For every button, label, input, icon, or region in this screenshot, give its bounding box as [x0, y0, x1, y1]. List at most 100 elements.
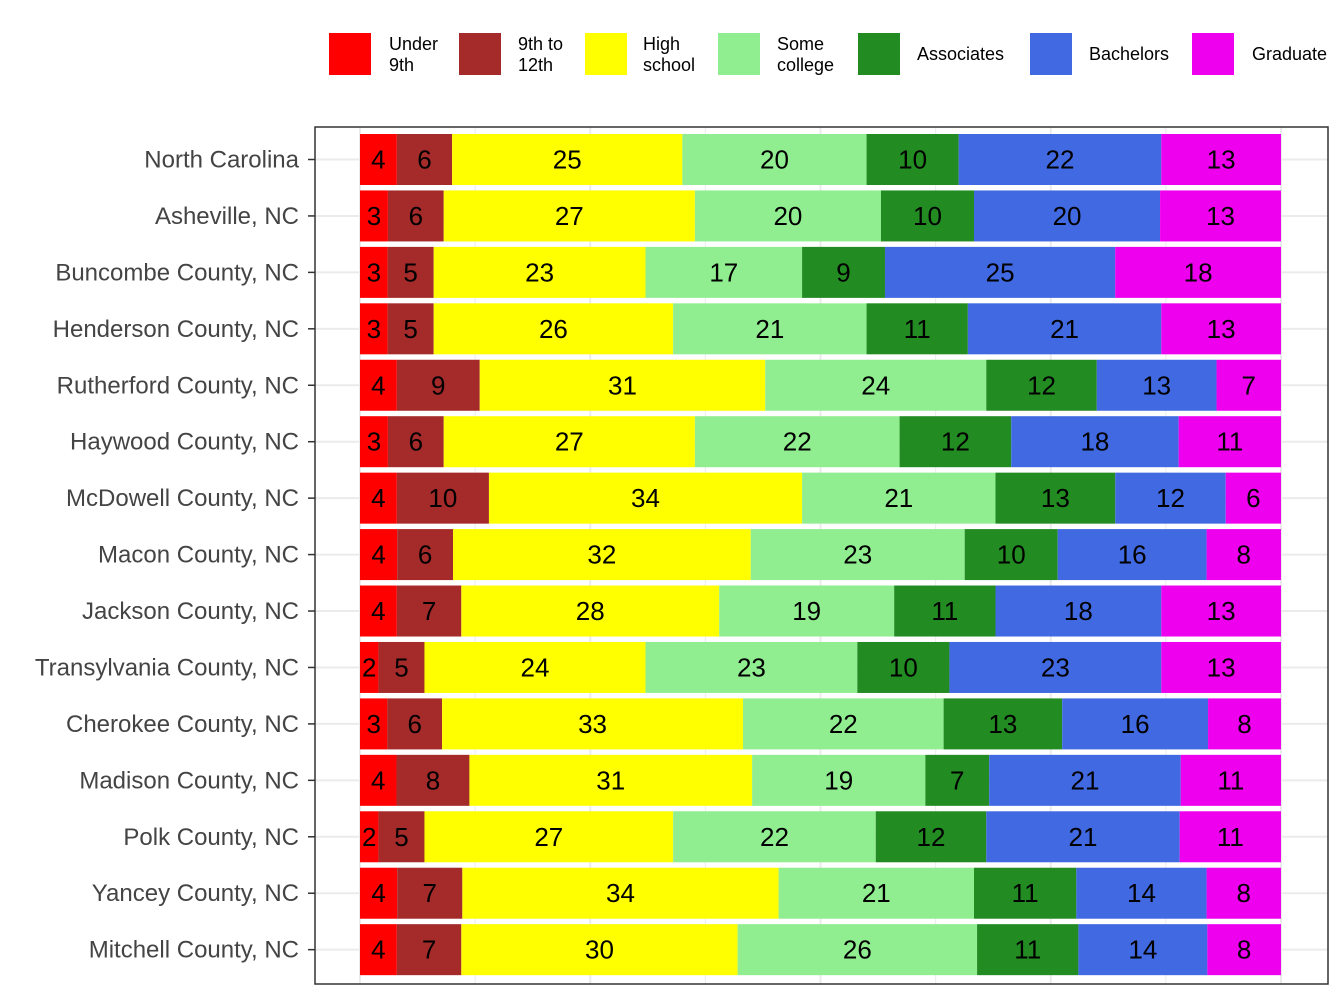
bar-label: 12	[941, 427, 970, 457]
bar-jackson-county-nc-under-9th	[360, 585, 397, 637]
bar-label: 5	[403, 314, 417, 344]
bar-polk-county-nc-9th-to-12th	[378, 811, 425, 863]
bar-label: 31	[608, 370, 637, 400]
bar-haywood-county-nc-9th-to-12th	[387, 416, 444, 468]
bar-label: 14	[1128, 935, 1157, 965]
bar-henderson-county-nc-some-college	[673, 303, 867, 355]
legend-label: 9th	[389, 55, 414, 75]
bar-north-carolina-graduate	[1161, 134, 1281, 185]
y-tick-label: Yancey County, NC	[92, 880, 299, 907]
bar-madison-county-nc-some-college	[752, 754, 926, 806]
bar-madison-county-nc-graduate	[1180, 754, 1281, 806]
bar-label: 2	[362, 652, 376, 682]
bar-polk-county-nc-associates	[875, 811, 987, 863]
bar-rutherford-county-nc-some-college	[765, 359, 987, 411]
bar-polk-county-nc-some-college	[673, 811, 876, 863]
legend-label: school	[643, 55, 695, 75]
legend-key-associates	[858, 33, 900, 75]
bar-yancey-county-nc-associates	[974, 867, 1077, 919]
y-tick-label: Polk County, NC	[123, 824, 299, 851]
bar-mitchell-county-nc-under-9th	[360, 924, 397, 976]
bar-label: 32	[587, 540, 616, 570]
bar-label: 3	[367, 314, 381, 344]
bar-label: 10	[428, 483, 457, 513]
bar-haywood-county-nc-bachelors	[1011, 416, 1179, 468]
bar-rutherford-county-nc-bachelors	[1096, 359, 1217, 411]
bar-label: 6	[407, 709, 421, 739]
bar-label: 10	[889, 652, 918, 682]
bar-transylvania-county-nc-under-9th	[360, 641, 379, 693]
bar-yancey-county-nc-bachelors	[1076, 867, 1207, 919]
bar-buncombe-county-nc-high-school	[433, 246, 646, 298]
bar-label: 6	[417, 145, 431, 175]
bar-henderson-county-nc-9th-to-12th	[387, 303, 434, 355]
bar-buncombe-county-nc-9th-to-12th	[387, 246, 434, 298]
bar-mitchell-county-nc-graduate	[1207, 924, 1281, 976]
bar-label: 18	[1080, 427, 1109, 457]
bar-cherokee-county-nc-bachelors	[1062, 698, 1209, 750]
bar-transylvania-county-nc-bachelors	[949, 641, 1162, 693]
bar-label: 18	[1184, 257, 1213, 287]
bar-label: 34	[631, 483, 660, 513]
bar-haywood-county-nc-associates	[899, 416, 1012, 468]
y-tick-label: Jackson County, NC	[82, 598, 299, 625]
bar-label: 20	[773, 201, 802, 231]
bar-label: 24	[521, 652, 550, 682]
bar-mitchell-county-nc-9th-to-12th	[396, 924, 462, 976]
bar-mitchell-county-nc-bachelors	[1078, 924, 1208, 976]
bar-jackson-county-nc-bachelors	[995, 585, 1162, 637]
y-tick-label: McDowell County, NC	[66, 485, 299, 512]
bar-label: 5	[394, 652, 408, 682]
y-tick-label: Macon County, NC	[98, 542, 299, 569]
bar-madison-county-nc-bachelors	[989, 754, 1181, 806]
bar-label: 7	[422, 935, 436, 965]
bar-rutherford-county-nc-associates	[986, 359, 1097, 411]
bar-label: 6	[409, 427, 423, 457]
bar-mitchell-county-nc-some-college	[737, 924, 978, 976]
bar-yancey-county-nc-under-9th	[360, 867, 398, 919]
bars: 4 6 25 20 10 22 133 6 27 20 10 20 133 5 23 17 9 25 183 5 26 2…	[360, 134, 1281, 976]
legend-label: Graduate	[1252, 44, 1327, 64]
bar-mcdowell-county-nc-graduate	[1225, 472, 1281, 524]
legend-label: Associates	[917, 44, 1004, 64]
bar-macon-county-nc-graduate	[1206, 529, 1281, 581]
bar-label: 4	[371, 596, 385, 626]
bar-haywood-county-nc-high-school	[443, 416, 695, 468]
bar-label: 26	[539, 314, 568, 344]
bar-madison-county-nc-associates	[925, 754, 990, 806]
bar-label: 19	[792, 596, 821, 626]
bar-asheville-nc-9th-to-12th	[387, 190, 444, 242]
bar-label: 13	[1041, 483, 1070, 513]
bar-label: 8	[1237, 935, 1251, 965]
bar-cherokee-county-nc-9th-to-12th	[387, 698, 443, 750]
bar-label: 13	[1207, 145, 1236, 175]
bar-asheville-nc-bachelors	[974, 190, 1161, 242]
y-tick-label: Rutherford County, NC	[57, 372, 299, 399]
bar-label: 22	[829, 709, 858, 739]
bar-haywood-county-nc-some-college	[694, 416, 900, 468]
bar-mitchell-county-nc-high-school	[461, 924, 738, 976]
bar-label: 22	[760, 822, 789, 852]
bar-buncombe-county-nc-associates	[802, 246, 885, 298]
bar-henderson-county-nc-bachelors	[967, 303, 1162, 355]
bar-buncombe-county-nc-some-college	[645, 246, 803, 298]
bar-north-carolina-some-college	[682, 134, 867, 185]
bar-label: 7	[950, 765, 964, 795]
legend-label: 9th to	[518, 34, 563, 54]
legend-key-9th-to-12th	[459, 33, 501, 75]
bar-cherokee-county-nc-associates	[943, 698, 1063, 750]
bar-label: 13	[1207, 596, 1236, 626]
bar-polk-county-nc-graduate	[1179, 811, 1281, 863]
bar-label: 3	[367, 257, 381, 287]
bar-cherokee-county-nc-high-school	[442, 698, 743, 750]
bar-polk-county-nc-under-9th	[360, 811, 379, 863]
bar-henderson-county-nc-associates	[866, 303, 968, 355]
bar-label: 10	[997, 540, 1026, 570]
y-tick-label: Transylvania County, NC	[35, 654, 299, 681]
bar-label: 11	[1216, 427, 1243, 457]
y-tick-label: Asheville, NC	[155, 203, 299, 230]
bar-macon-county-nc-bachelors	[1057, 529, 1207, 581]
bar-cherokee-county-nc-under-9th	[360, 698, 388, 750]
bar-buncombe-county-nc-bachelors	[884, 246, 1116, 298]
